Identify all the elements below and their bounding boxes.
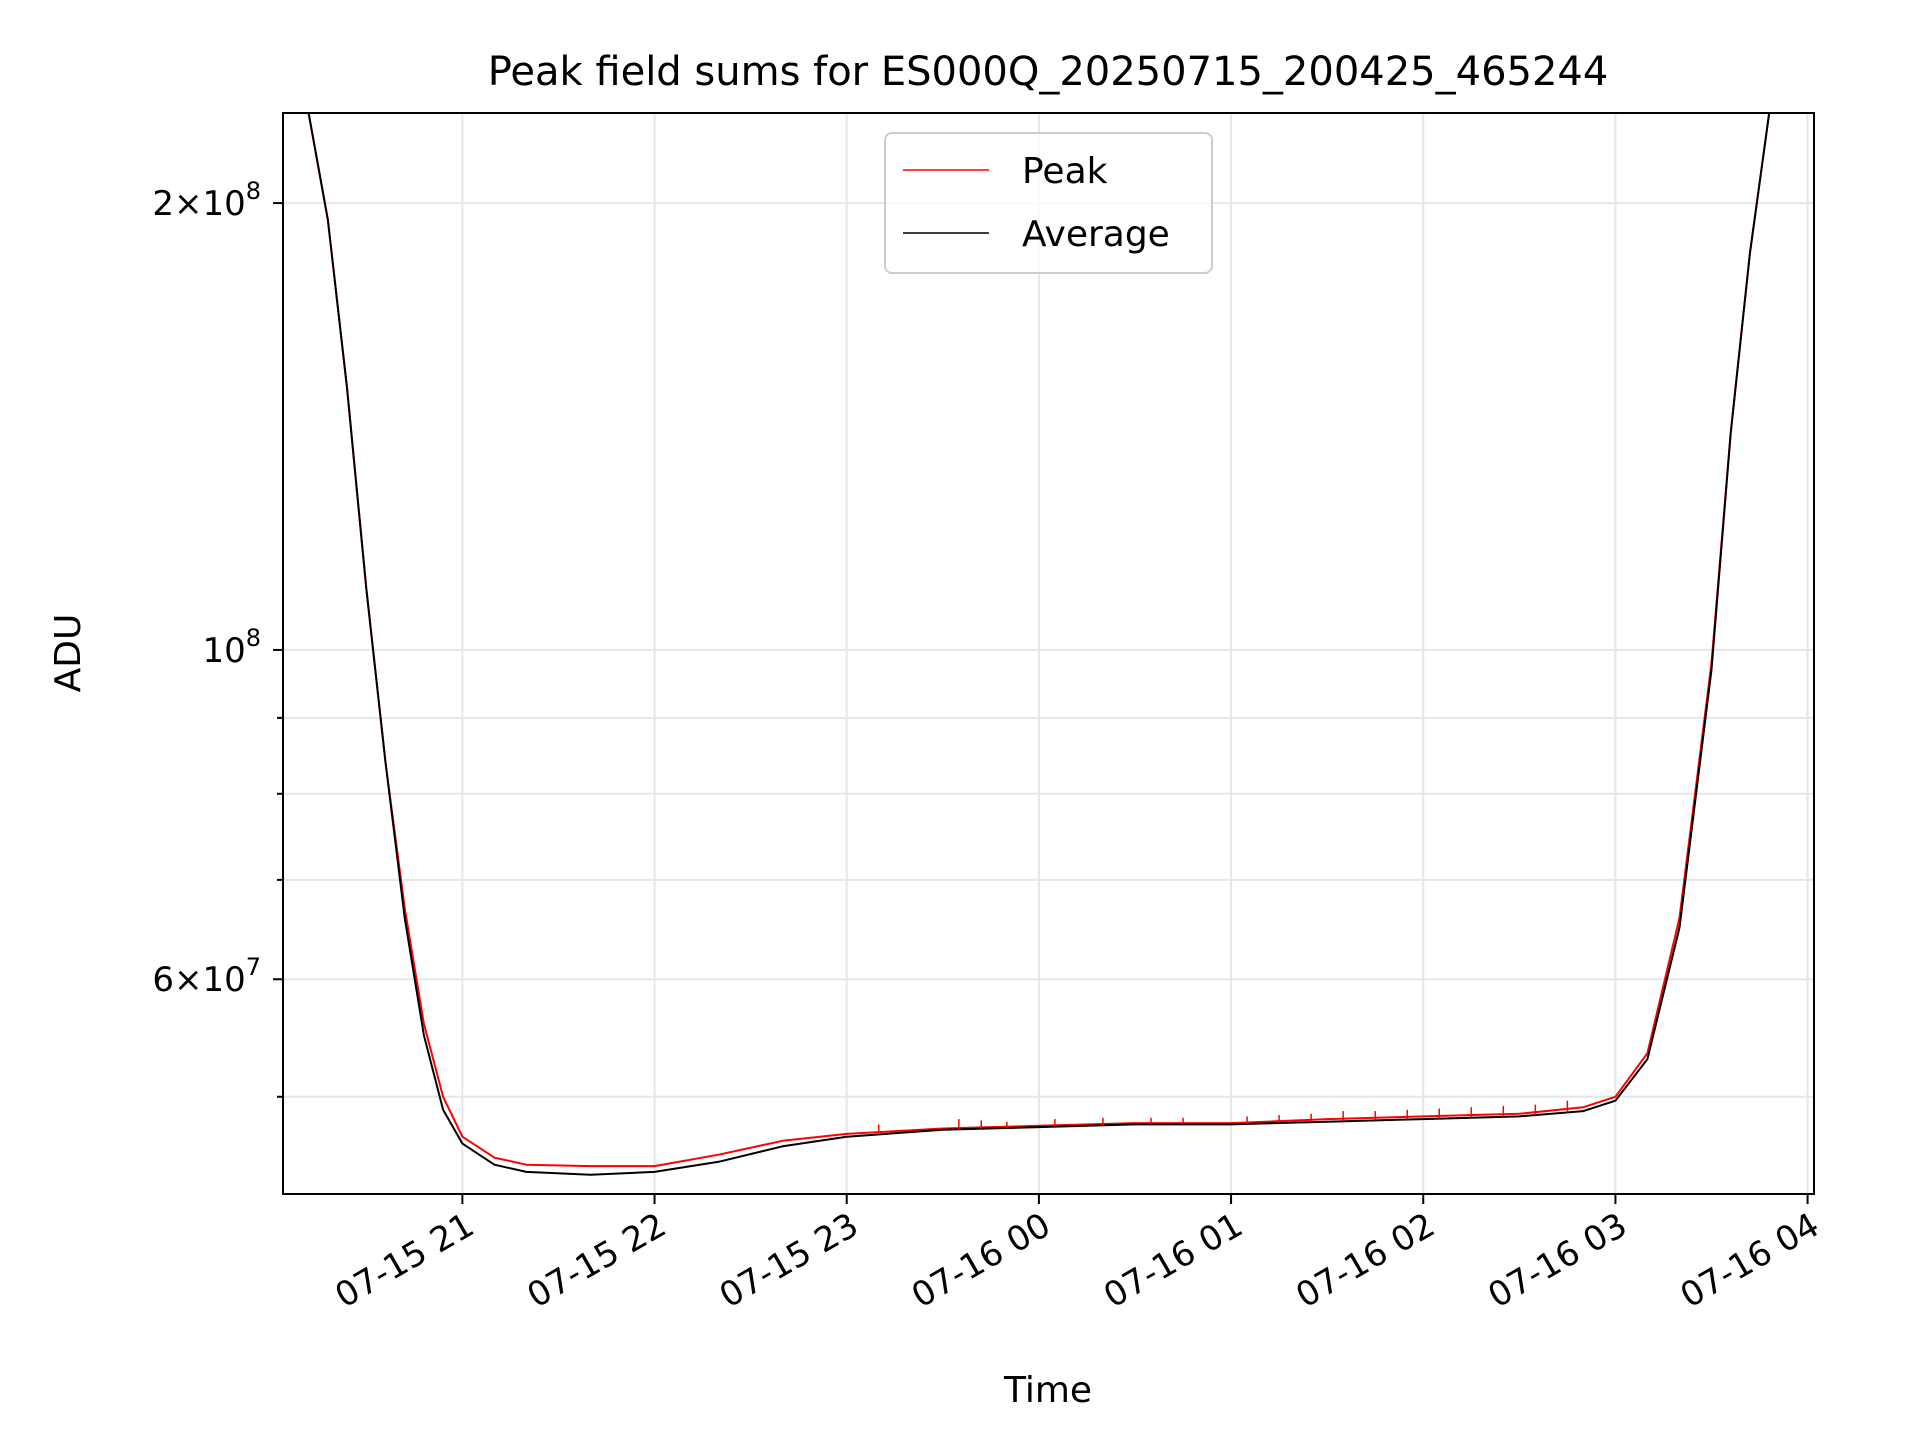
y-axis-ticks: 6×107 108 2×108: [152, 177, 283, 1098]
legend-box: [884, 132, 1213, 274]
legend-peak-label: Peak: [1022, 151, 1108, 192]
plot-frame: [282, 112, 1815, 1195]
y-tick-label: 6×107: [152, 953, 261, 1000]
series-average-line: [283, 113, 1814, 1176]
y-tick-label: 2×108: [152, 177, 261, 224]
y-axis-label: ADU: [48, 614, 89, 693]
chart-title: Peak field sums for ES000Q_20250715_2004…: [488, 49, 1609, 95]
legend-average-label: Average: [1022, 214, 1170, 255]
legend: Peak Average: [884, 132, 1213, 274]
y-tick-label: 108: [202, 624, 261, 671]
x-axis-label: Time: [1003, 1370, 1092, 1411]
series-layer: [283, 113, 1814, 1176]
